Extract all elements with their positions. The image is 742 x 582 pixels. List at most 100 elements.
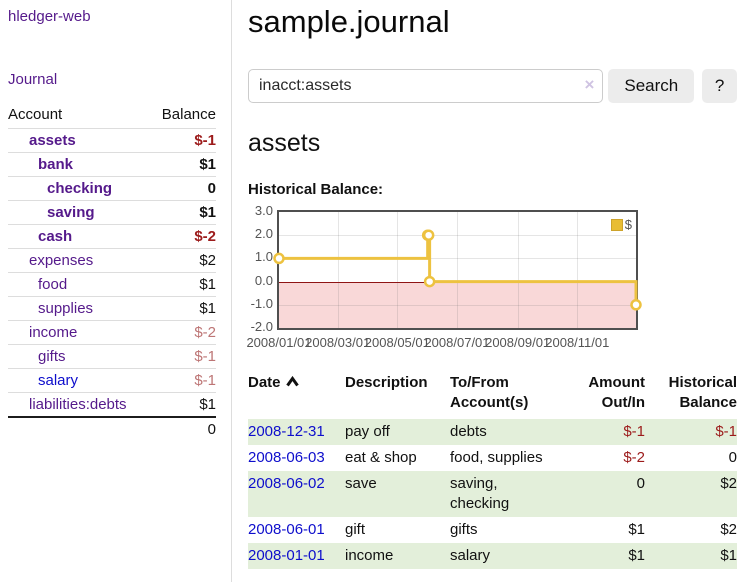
sidebar-account-gifts[interactable]: gifts <box>38 348 66 365</box>
account-row: cash $-2 <box>8 224 216 249</box>
search-input[interactable] <box>248 69 604 103</box>
transaction-date-link[interactable]: 2008-06-01 <box>248 521 325 538</box>
transaction-description: gift <box>345 521 366 538</box>
sidebar-account-income[interactable]: income <box>29 324 78 341</box>
transaction-amount: $1 <box>628 547 645 564</box>
sidebar-account-bank[interactable]: bank <box>38 156 74 173</box>
negative-balance-region <box>279 281 636 328</box>
accounts-header-row: Account Balance <box>8 102 216 129</box>
chart-legend: $ <box>610 217 632 232</box>
x-axis-tick-label: 2008/01/01 <box>246 335 312 350</box>
clear-search-icon[interactable]: × <box>584 75 595 94</box>
account-row: food $1 <box>8 272 216 297</box>
transaction-row: 2008-06-01 gift gifts $1 $2 <box>248 517 737 543</box>
y-axis-tick-label: 2.0 <box>254 226 273 242</box>
account-balance: $-2 <box>150 320 216 345</box>
transaction-row: 2008-06-03 eat & shop food, supplies $-2 0 <box>248 445 737 471</box>
accounts-total-row: 0 <box>8 416 216 441</box>
transaction-amount: $-1 <box>623 423 645 440</box>
accounts-header-account: Account <box>8 106 63 123</box>
account-balance: $1 <box>150 392 216 417</box>
column-header-description[interactable]: Description <box>345 374 428 391</box>
horizontal-gridline <box>279 304 636 306</box>
y-axis-tick-label: 3.0 <box>254 203 273 218</box>
y-axis-tick-label: 0.0 <box>254 272 273 288</box>
data-point-marker <box>630 299 642 311</box>
vertical-gridline <box>397 212 399 328</box>
account-row: expenses $2 <box>8 248 216 273</box>
x-axis-tick-label: 2008/11/01 <box>545 335 610 350</box>
sidebar-account-supplies[interactable]: supplies <box>38 300 94 317</box>
vertical-gridline <box>577 212 579 328</box>
account-balance: $2 <box>150 248 216 273</box>
account-balance: $-1 <box>150 128 216 153</box>
x-axis-tick-label: 2008/07/01 <box>424 335 490 350</box>
transaction-balance: 0 <box>728 449 737 466</box>
account-balance: $-2 <box>150 224 216 249</box>
historical-balance-chart: $ 2008/01/01 2008/03/01 2008/05/01 2008/07/… <box>246 203 737 352</box>
sidebar: hledger-web Journal Account Balance asse… <box>0 0 232 582</box>
account-balance: 0 <box>150 176 216 201</box>
legend-swatch-icon <box>610 218 623 231</box>
vertical-gridline <box>337 212 339 328</box>
column-header-balance[interactable]: Historical Balance <box>668 374 737 411</box>
account-row: liabilities:debts $1 <box>8 392 216 417</box>
transactions-table: Date Description To/From Account(s) Amou… <box>248 373 737 569</box>
column-header-accounts[interactable]: To/From Account(s) <box>450 374 529 411</box>
account-balance: $1 <box>150 152 216 177</box>
transaction-balance: $-1 <box>715 423 737 440</box>
main-content: sample.journal × Search ? assets Histori… <box>246 0 737 569</box>
transaction-accounts: gifts <box>450 521 478 538</box>
transaction-date-link[interactable]: 2008-12-31 <box>248 423 325 440</box>
x-axis-tick-label: 2008/09/01 <box>485 335 551 350</box>
legend-label: $ <box>624 217 632 232</box>
account-balance: $-1 <box>150 368 216 393</box>
transaction-amount: $-2 <box>623 449 645 466</box>
account-balance: $1 <box>150 200 216 225</box>
sidebar-account-salary[interactable]: salary <box>38 372 79 389</box>
app-brand-link[interactable]: hledger-web <box>8 8 91 25</box>
data-point-marker <box>422 229 435 241</box>
account-row: income $-2 <box>8 320 216 345</box>
data-point-marker <box>423 275 436 288</box>
transaction-amount: $1 <box>628 521 645 538</box>
account-row: bank $1 <box>8 152 216 177</box>
vertical-gridline <box>457 212 458 328</box>
chart-plot-area: $ <box>273 210 642 330</box>
page-title: sample.journal <box>248 4 450 39</box>
transactions-header-row: Date Description To/From Account(s) Amou… <box>248 373 737 419</box>
account-balance: $1 <box>150 296 216 321</box>
transaction-date-link[interactable]: 2008-01-01 <box>248 547 325 564</box>
sidebar-account-expenses[interactable]: expenses <box>29 252 94 269</box>
transaction-description: pay off <box>345 423 390 440</box>
transaction-balance: $2 <box>720 475 737 492</box>
sidebar-account-assets[interactable]: assets <box>29 132 76 149</box>
x-axis-tick-label: 2008/03/01 <box>305 335 371 350</box>
account-row: assets $-1 <box>8 128 216 153</box>
data-point-marker <box>273 252 285 265</box>
sidebar-account-liabilities-debts[interactable]: liabilities:debts <box>29 396 127 413</box>
sidebar-account-cash[interactable]: cash <box>38 228 73 245</box>
account-row: checking 0 <box>8 176 216 201</box>
transaction-date-link[interactable]: 2008-06-03 <box>248 449 325 466</box>
sidebar-account-saving[interactable]: saving <box>47 204 95 221</box>
sort-ascending-icon <box>285 373 299 393</box>
column-header-amount[interactable]: Amount Out/In <box>588 374 645 411</box>
horizontal-gridline <box>279 235 636 237</box>
y-axis-tick-label: -2.0 <box>250 319 273 334</box>
accounts-header-balance: Balance <box>161 106 216 123</box>
sidebar-account-checking[interactable]: checking <box>47 180 113 197</box>
y-axis-tick-label: 1.0 <box>254 249 273 265</box>
sidebar-item-journal[interactable]: Journal <box>8 71 58 88</box>
balance-line-series <box>273 229 642 311</box>
transaction-description: eat & shop <box>345 449 417 466</box>
transaction-accounts: saving, checking <box>450 475 510 512</box>
x-axis-tick-label: 2008/05/01 <box>364 335 430 350</box>
help-button[interactable]: ? <box>702 69 737 103</box>
transaction-accounts: debts <box>450 423 487 440</box>
search-button[interactable]: Search <box>608 69 695 103</box>
transaction-date-link[interactable]: 2008-06-02 <box>248 475 325 492</box>
sidebar-account-food[interactable]: food <box>38 276 68 293</box>
sidebar-accounts-table: Account Balance assets $-1 bank $1 checking 0… <box>8 102 216 441</box>
column-header-date[interactable]: Date <box>248 373 345 419</box>
